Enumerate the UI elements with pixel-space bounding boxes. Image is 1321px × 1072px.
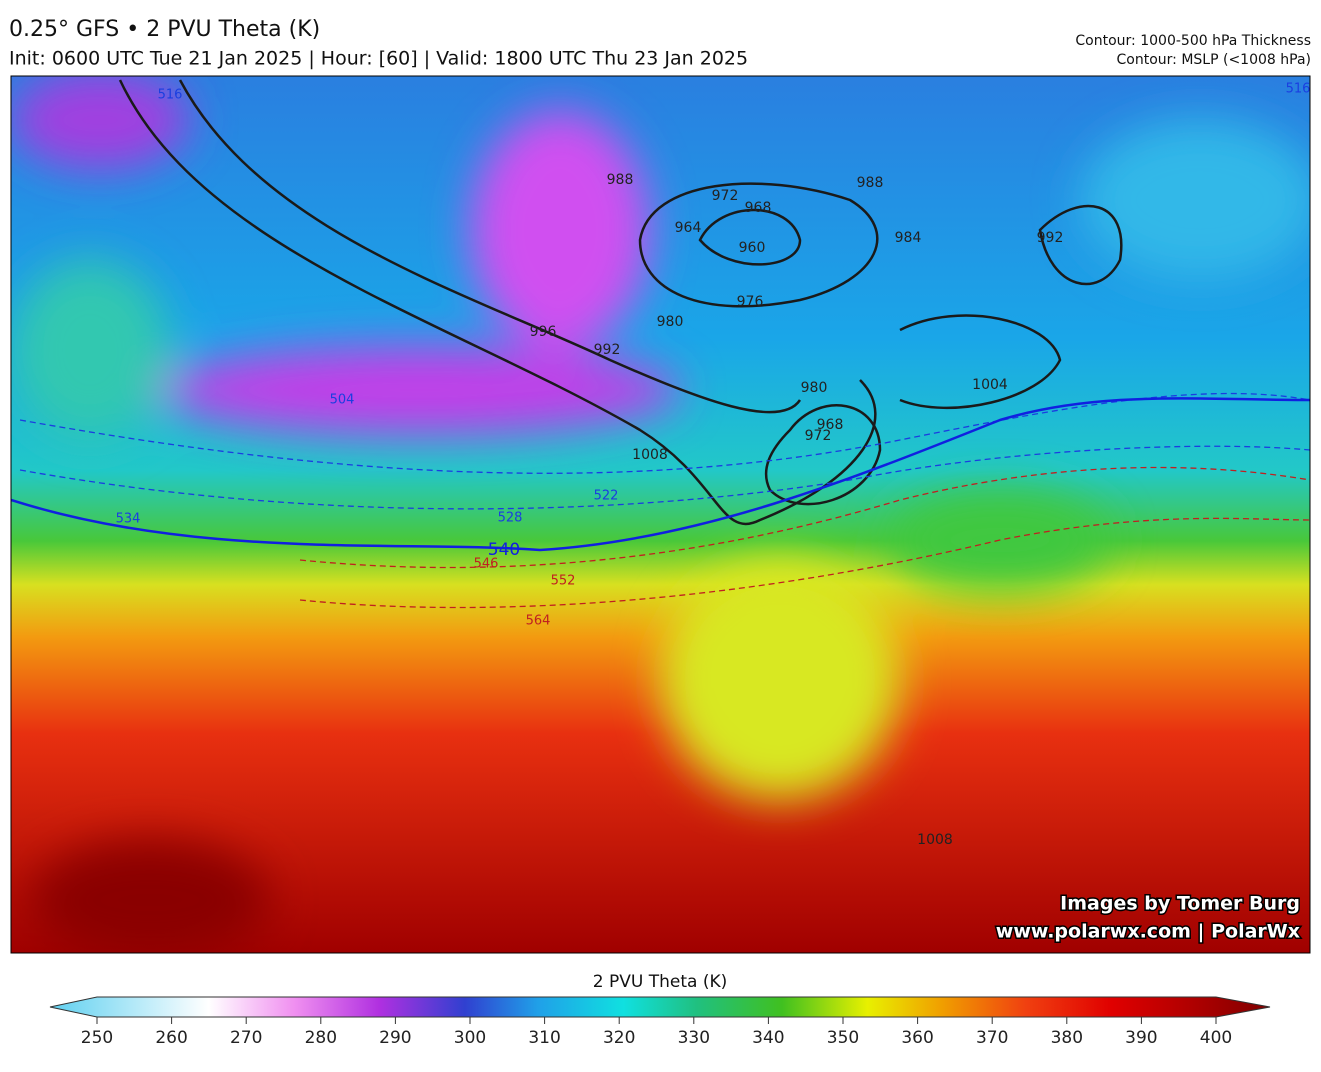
map-frame [10, 75, 1311, 954]
thickness-label: 528 [498, 511, 523, 526]
mslp-label: 976 [737, 294, 764, 310]
thickness-label: 540 [488, 540, 520, 560]
colorbar-tick-label: 280 [305, 1028, 337, 1048]
mslp-label: 1004 [972, 377, 1008, 393]
colorbar-tick-label: 330 [678, 1028, 710, 1048]
thickness-label: 522 [594, 489, 619, 504]
mslp-label: 960 [739, 240, 766, 256]
mslp-label: 980 [801, 380, 828, 396]
colorbar [49, 996, 1271, 1018]
contour-note: Contour: MSLP (<1008 hPa) [1117, 52, 1311, 68]
mslp-label: 972 [712, 188, 739, 204]
mslp-label: 972 [805, 428, 832, 444]
mslp-label: 992 [1037, 230, 1064, 246]
colorbar-tick-label: 300 [454, 1028, 486, 1048]
mslp-label: 968 [745, 200, 772, 216]
map [11, 76, 1310, 953]
credit: www.polarwx.com | PolarWx [996, 921, 1300, 943]
mslp-label: 988 [857, 175, 884, 191]
colorbar-tick-label: 340 [752, 1028, 784, 1048]
colorbar-tick-label: 350 [827, 1028, 859, 1048]
mslp-label: 996 [530, 324, 557, 340]
mslp-label: 968 [817, 417, 844, 433]
colorbar-tick-label: 310 [528, 1028, 560, 1048]
colorbar-tick-label: 260 [155, 1028, 187, 1048]
thickness-label: 516 [158, 88, 183, 103]
colorbar-title: 2 PVU Theta (K) [593, 972, 727, 992]
mslp-label: 1008 [917, 832, 953, 848]
colorbar-tick-label: 320 [603, 1028, 635, 1048]
thickness-label: 546 [474, 557, 499, 572]
colorbar-tick-label: 290 [379, 1028, 411, 1048]
thickness-label: 534 [116, 512, 141, 527]
contour-note: Contour: 1000-500 hPa Thickness [1075, 33, 1311, 49]
subtitle: Init: 0600 UTC Tue 21 Jan 2025 | Hour: [… [9, 48, 748, 70]
colorbar-tick-label: 400 [1200, 1028, 1232, 1048]
thickness-label: 552 [551, 574, 576, 589]
mslp-label: 1008 [632, 447, 668, 463]
credit: Images by Tomer Burg [1060, 893, 1300, 915]
colorbar-tick-label: 380 [1051, 1028, 1083, 1048]
colorbar-tick-label: 370 [976, 1028, 1008, 1048]
colorbar-tick-label: 360 [901, 1028, 933, 1048]
thickness-label: 516 [1286, 82, 1311, 97]
mslp-label: 964 [675, 220, 702, 236]
colorbar-tick-label: 250 [81, 1028, 113, 1048]
title: 0.25° GFS • 2 PVU Theta (K) [9, 17, 320, 42]
colorbar-tick-label: 270 [230, 1028, 262, 1048]
mslp-label: 984 [895, 230, 922, 246]
thickness-label: 504 [330, 393, 355, 408]
mslp-label: 980 [657, 314, 684, 330]
mslp-label: 988 [607, 172, 634, 188]
mslp-label: 992 [594, 342, 621, 358]
thickness-label: 564 [526, 614, 551, 629]
colorbar-tick-label: 390 [1125, 1028, 1157, 1048]
